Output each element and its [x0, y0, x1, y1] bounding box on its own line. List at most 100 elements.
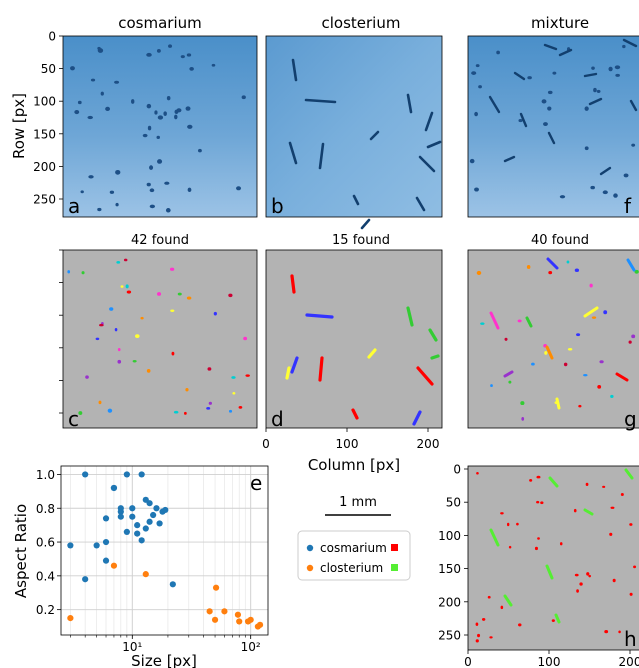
segment-mark — [117, 359, 122, 364]
cell-mark — [105, 106, 111, 112]
cell-mark — [613, 193, 618, 198]
segment-mark — [629, 523, 633, 526]
plot-axes: 10¹ 10² 0.2 0.4 0.6 0.8 1.0 — [36, 468, 261, 654]
segment-mark — [430, 354, 440, 360]
cell-mark — [187, 187, 192, 193]
segment-mark — [489, 528, 500, 547]
segment-mark — [503, 370, 514, 378]
panel-b: closterium b — [265, 14, 443, 230]
segment-mark — [520, 401, 525, 406]
panel-d-letter: d — [271, 407, 284, 431]
segment-mark — [517, 319, 522, 323]
segment-mark — [559, 542, 563, 546]
segment-mark — [170, 309, 175, 312]
segment-mark — [633, 565, 637, 569]
closterium-point — [234, 611, 242, 618]
panel-c-letter: c — [68, 407, 79, 431]
cosmarium-point — [117, 513, 124, 520]
cell-mark — [622, 44, 626, 49]
cell-mark — [318, 142, 325, 170]
cell-mark — [97, 46, 101, 50]
segment-mark — [99, 323, 104, 327]
cell-mark — [174, 114, 178, 120]
panel-f: mixture f — [467, 14, 639, 218]
cell-mark — [288, 141, 298, 165]
segment-mark — [626, 258, 636, 272]
segment-mark — [521, 416, 525, 421]
panel-a: cosmarium a — [62, 14, 258, 218]
panel-b-title: closterium — [322, 14, 401, 32]
segment-mark — [185, 387, 189, 392]
cosmarium-point — [153, 505, 160, 512]
cosmarium-cells — [70, 44, 246, 213]
segment-mark — [173, 410, 179, 414]
column-tick-label: 100 — [538, 655, 561, 668]
segment-mark — [603, 310, 608, 315]
segment-mark — [489, 311, 500, 330]
cell-mark — [157, 159, 163, 164]
segment-mark — [604, 629, 609, 634]
segment-mark — [610, 506, 615, 509]
y-tick-label: 0.6 — [36, 536, 55, 550]
segment-mark — [184, 411, 187, 415]
cosmarium-point — [82, 576, 89, 583]
panel-b-image — [265, 35, 443, 218]
segment-mark — [120, 285, 124, 288]
closterium-segments — [285, 274, 440, 426]
cell-mark — [488, 95, 501, 114]
cell-mark — [559, 195, 566, 199]
panel-f-letter: f — [624, 194, 632, 218]
cell-mark — [629, 99, 638, 112]
cell-mark — [88, 175, 94, 179]
segment-mark — [540, 501, 544, 505]
cosmarium-point — [82, 471, 89, 478]
cell-mark — [552, 71, 557, 75]
segment-mark — [206, 407, 211, 410]
column-axis: 0 100 200 — [262, 428, 439, 451]
segment-mark — [169, 267, 175, 271]
plot-area — [61, 466, 268, 635]
panel-g: 40 found g — [467, 233, 639, 431]
cosmarium-segments — [67, 258, 250, 415]
cell-mark — [109, 190, 115, 194]
cell-mark — [211, 63, 216, 67]
cosmarium-point — [156, 520, 163, 527]
segment-mark — [526, 264, 531, 269]
cell-mark — [527, 76, 532, 80]
cell-mark — [547, 90, 553, 95]
x-tick-label: 10² — [241, 640, 261, 654]
segment-mark — [109, 307, 114, 311]
closterium-point — [236, 618, 243, 625]
cosmarium-point — [138, 537, 145, 544]
classified-segments — [475, 468, 637, 643]
segment-mark — [126, 290, 132, 294]
cell-mark — [415, 196, 426, 212]
segment-mark — [534, 546, 538, 551]
segment-mark — [78, 411, 83, 415]
cosmarium-point — [138, 471, 145, 478]
cell-mark — [90, 78, 96, 82]
segment-mark — [618, 630, 621, 634]
legend-box — [297, 530, 411, 581]
segment-mark — [231, 376, 236, 379]
segment-mark — [597, 385, 602, 389]
segment-mark — [116, 261, 121, 264]
cell-mark — [593, 87, 597, 93]
legend-closterium-label: closterium — [320, 561, 383, 575]
legend-cosmarium-label: cosmarium — [320, 541, 387, 555]
cosmarium-point — [102, 557, 110, 564]
cell-mark — [164, 181, 170, 185]
cell-mark — [590, 185, 595, 190]
cell-mark — [471, 71, 477, 75]
cell-mark — [478, 85, 482, 89]
segment-mark — [525, 316, 533, 328]
panel-c-title: 42 found — [131, 233, 189, 248]
segment-mark — [117, 348, 121, 352]
cell-mark — [163, 111, 167, 116]
segment-mark — [156, 292, 162, 296]
column-tick-label: 200 — [417, 437, 440, 451]
segment-mark — [508, 380, 512, 384]
cell-mark — [602, 190, 608, 195]
segment-mark — [589, 283, 593, 288]
cell-mark — [115, 169, 121, 175]
